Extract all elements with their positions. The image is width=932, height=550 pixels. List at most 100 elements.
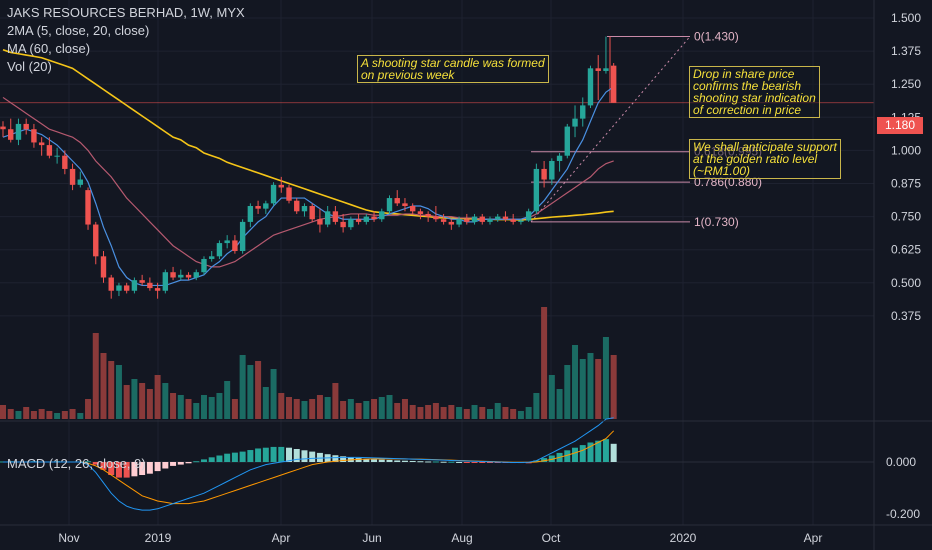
candle-body [518, 220, 524, 222]
candle-body [62, 155, 68, 169]
macd-histogram-bar [471, 462, 478, 463]
candle-body [201, 258, 207, 273]
volume-bar [409, 405, 416, 419]
price-axis-label: 0.500 [891, 276, 921, 290]
candle-body [77, 179, 83, 185]
candle-body [46, 145, 53, 156]
volume-bar [231, 399, 238, 419]
candle-body [23, 123, 29, 130]
candle-body [580, 105, 586, 119]
price-axis-label: 0.750 [891, 210, 921, 224]
volume-bars [0, 307, 617, 419]
volume-bar [595, 359, 602, 419]
macd-histogram-bar [363, 458, 370, 462]
volume-bar [541, 307, 548, 419]
volume-bar [355, 403, 362, 419]
volume-bar [38, 409, 45, 419]
macd-histogram-bar [486, 462, 493, 463]
legend-2ma: 2MA (5, close, 20, close) [7, 23, 150, 38]
volume-bar [293, 399, 300, 419]
macd-histogram-bar [216, 455, 223, 462]
candle-body [139, 280, 145, 283]
candle-body [464, 219, 470, 222]
candle-body [533, 168, 540, 212]
volume-bar [61, 411, 68, 419]
legend-macd: MACD (12, 26, close, 9) [7, 456, 146, 471]
time-axis-label: Apr [272, 531, 291, 545]
fib-trend-line [530, 36, 691, 223]
volume-bar [486, 409, 493, 419]
volume-bar [371, 399, 378, 419]
candle-body [456, 219, 462, 225]
volume-bar [587, 353, 594, 419]
volume-bar [386, 395, 393, 419]
candle-body [147, 282, 153, 289]
volume-bar [340, 401, 347, 419]
candle-body [154, 288, 161, 291]
macd-axis-label: -0.200 [886, 507, 920, 521]
candle-body [0, 126, 6, 130]
candle-body [610, 65, 617, 103]
legend-ma60: MA (60, close) [7, 41, 91, 56]
fib-level-label: 0(1.430) [694, 30, 739, 44]
volume-bar [247, 365, 254, 419]
volume-bar [378, 397, 385, 419]
candle-body [409, 206, 416, 212]
candle-body [603, 68, 609, 71]
price-candles [0, 36, 617, 299]
volume-bar [432, 403, 439, 419]
volume-bar [456, 407, 463, 419]
candle-body [402, 203, 408, 207]
candle-body [394, 198, 400, 204]
macd-pane [0, 417, 874, 511]
price-axis-label: 0.375 [891, 309, 921, 323]
macd-histogram-bar [278, 446, 285, 462]
macd-axis-label: 0.000 [886, 455, 916, 469]
candle-body [263, 203, 269, 209]
macd-histogram-bar [309, 451, 316, 462]
macd-histogram-bar [401, 460, 408, 462]
macd-histogram-bar [610, 443, 617, 462]
macd-histogram-bar [463, 462, 470, 463]
macd-histogram-bar [177, 462, 184, 465]
macd-histogram-bar [301, 450, 308, 462]
volume-bar [193, 403, 200, 419]
price-axis-label: 1.500 [891, 11, 921, 25]
candle-body [340, 221, 346, 228]
candle-body [379, 211, 385, 220]
candle-body [556, 155, 563, 161]
candle-body [100, 256, 107, 278]
candle-body [386, 198, 393, 212]
last-price-badge: 1.180 [877, 117, 923, 134]
volume-bar [224, 381, 231, 419]
candle-body [301, 206, 308, 212]
candle-body [15, 123, 22, 140]
macd-histogram-bar [154, 462, 161, 472]
candle-body [549, 160, 555, 180]
candle-body [54, 155, 60, 157]
volume-bar [347, 399, 354, 419]
volume-bar [332, 383, 339, 419]
volume-bar [77, 413, 84, 419]
volume-bar [517, 411, 524, 419]
volume-bar [324, 397, 331, 419]
candle-body [108, 277, 114, 291]
volume-bar [602, 337, 609, 419]
volume-bar [417, 407, 424, 419]
macd-histogram-bar [92, 462, 99, 465]
candle-body [572, 118, 578, 127]
candle-body [348, 219, 354, 228]
macd-histogram-bar [85, 461, 92, 463]
macd-histogram-bar [247, 450, 254, 462]
macd-histogram-bar [262, 447, 269, 462]
note-shooting-star: A shooting star candle was formed on pre… [357, 55, 549, 83]
candle-body [255, 206, 261, 209]
time-axis-label: Apr [804, 531, 823, 545]
macd-histogram-bar [332, 455, 339, 462]
volume-bar [255, 361, 262, 419]
volume-bar [564, 365, 571, 419]
volume-bar [610, 355, 617, 419]
volume-bar [440, 407, 447, 419]
